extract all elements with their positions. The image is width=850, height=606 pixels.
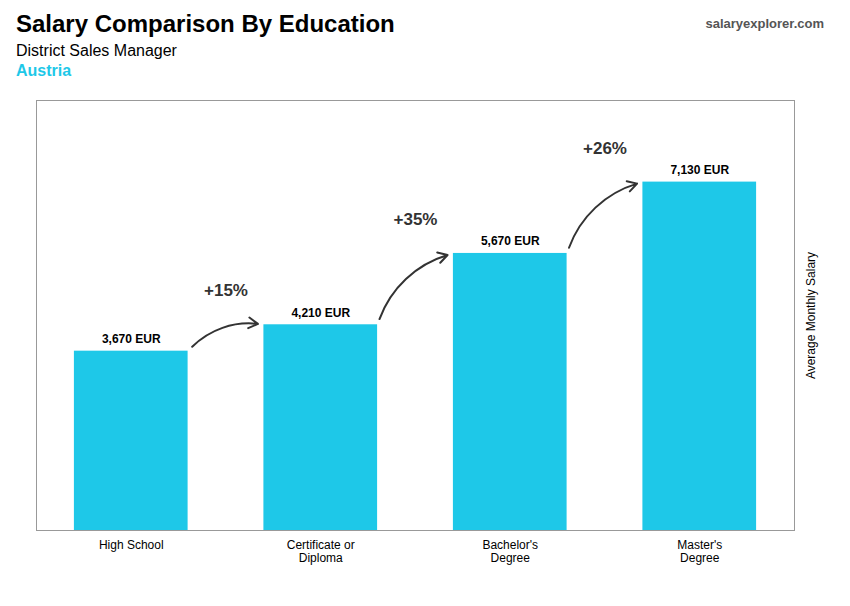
html-text:salaryexplorer.com: salaryexplorer.com [705, 16, 824, 31]
svg-text:Average Monthly Salary: Average Monthly Salary [804, 252, 818, 379]
html-text:Austria: Austria [16, 62, 72, 79]
svg-text:+15%: +15% [204, 281, 248, 300]
html-text:District Sales Manager: District Sales Manager [16, 42, 177, 59]
svg-text:+26%: +26% [583, 139, 627, 158]
svg-text:4,210 EUR: 4,210 EUR [291, 306, 350, 320]
svg-text:Certificate orDiploma: Certificate orDiploma [287, 538, 355, 565]
html-text:Salary Comparison By Education: Salary Comparison By Education [16, 10, 395, 37]
svg-text:Bachelor'sDegree: Bachelor'sDegree [482, 538, 538, 565]
svg-text:Master'sDegree: Master'sDegree [677, 538, 722, 565]
svg-text:5,670 EUR: 5,670 EUR [481, 234, 540, 248]
svg-text:3,670 EUR: 3,670 EUR [102, 332, 161, 346]
svg-text:7,130 EUR: 7,130 EUR [670, 163, 729, 177]
svg-text:High School: High School [99, 538, 164, 552]
svg-text:+35%: +35% [394, 210, 438, 229]
